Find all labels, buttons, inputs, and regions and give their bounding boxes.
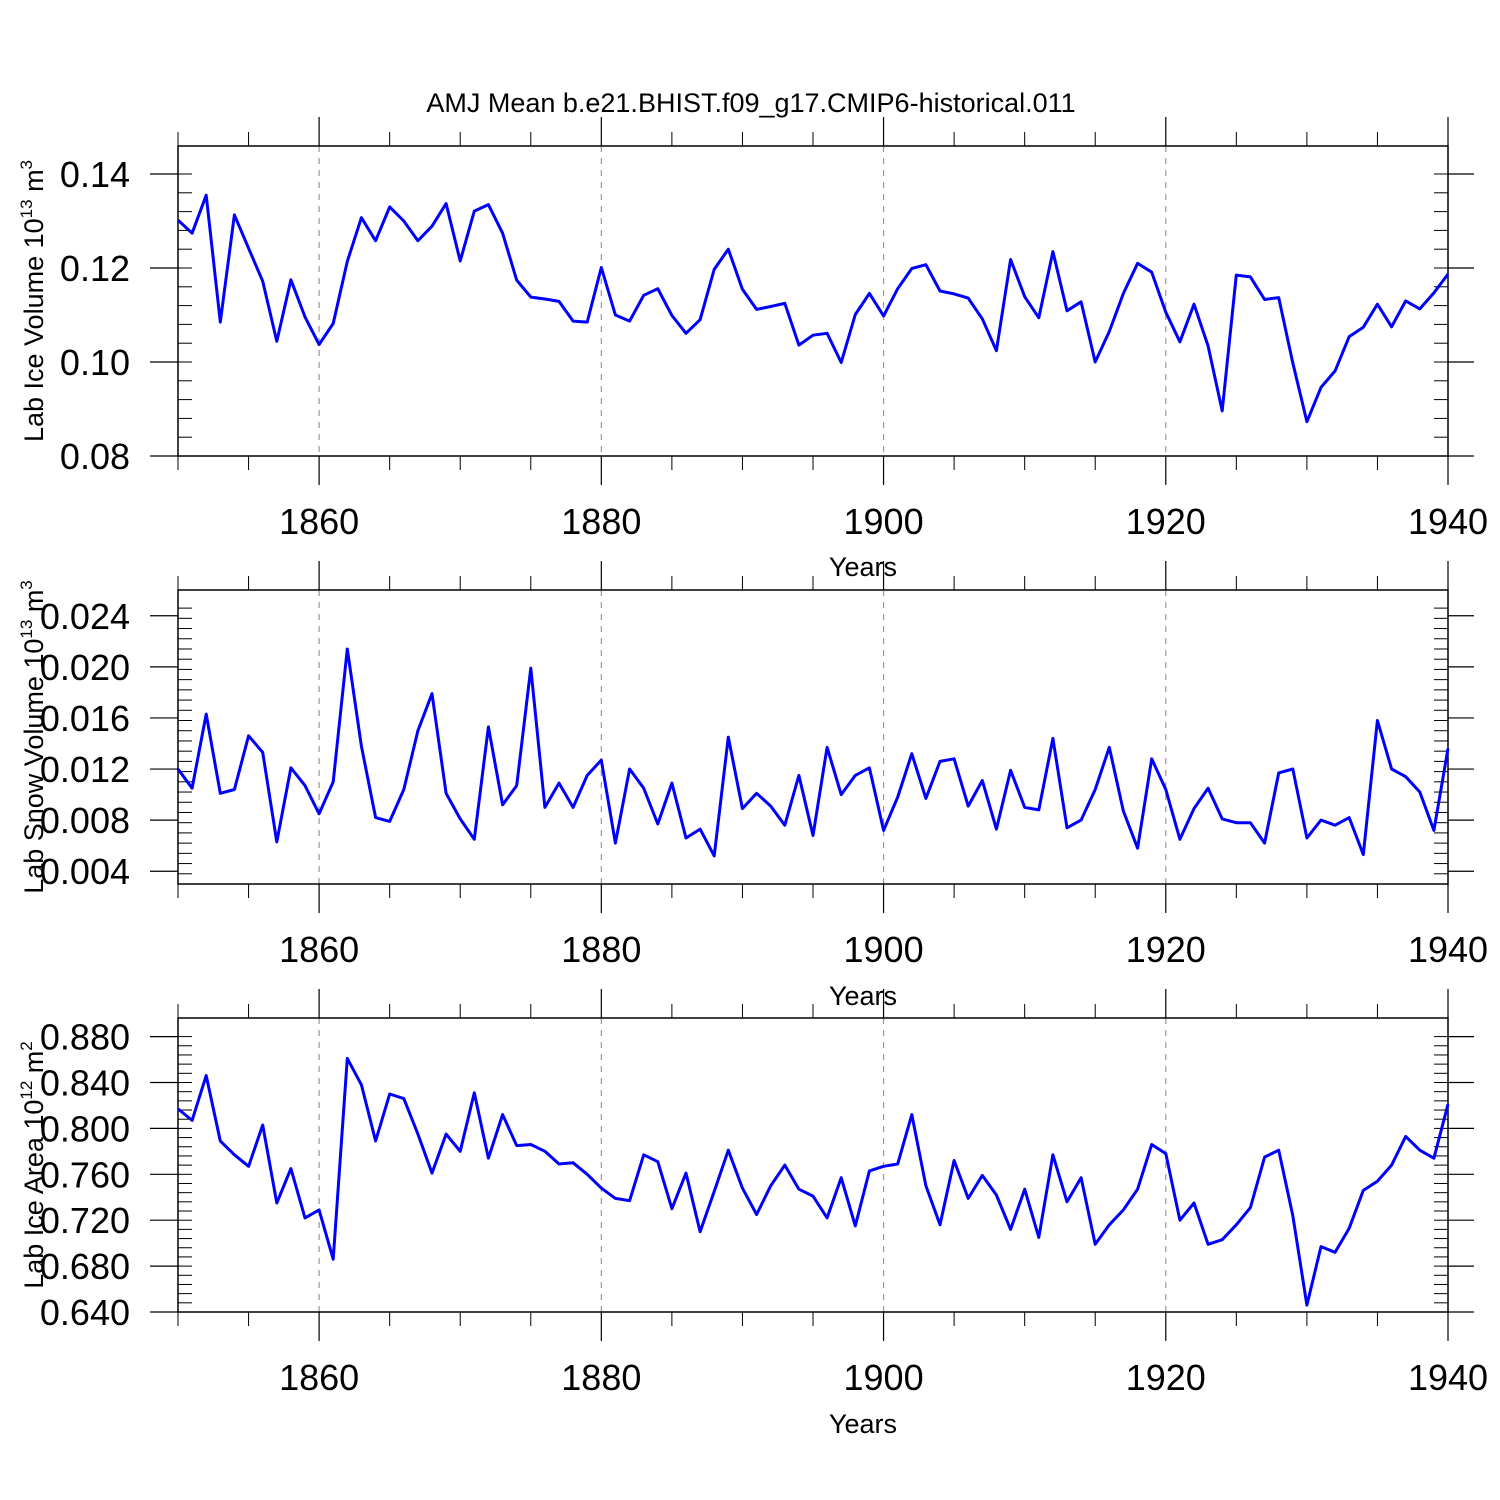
y-tick-label: 0.800 [40, 1108, 130, 1149]
y-tick-label: 0.840 [40, 1062, 130, 1103]
x-tick-label: 1880 [561, 1357, 641, 1398]
chart-panel-2: 0.004 0.008 0.012 0.016 0.020 0.024 1860 1880 19… [17, 561, 1488, 1011]
x-tick-label: 1900 [844, 501, 924, 542]
x-tick-label: 1940 [1408, 929, 1488, 970]
x-axis-label: Years [829, 981, 897, 1011]
y-tick-label: 0.640 [40, 1292, 130, 1333]
panels: 0.08 0.10 0.12 0.14 1860 1880 1900 1920 1940 Year… [17, 117, 1488, 1439]
x-tick-label: 1860 [279, 1357, 359, 1398]
y-tick-label: 0.08 [60, 436, 130, 477]
series-line [176, 647, 1450, 858]
x-tick-label: 1860 [279, 929, 359, 970]
y-tick-label: 0.024 [40, 596, 130, 637]
chart-panel-1: 0.08 0.10 0.12 0.14 1860 1880 1900 1920 1940 Year… [17, 117, 1488, 582]
x-tick-label: 1880 [561, 929, 641, 970]
y-tick-label: 0.720 [40, 1200, 130, 1241]
y-tick-label: 0.008 [40, 800, 130, 841]
x-tick-label: 1940 [1408, 501, 1488, 542]
plot-frame [177, 145, 1449, 457]
x-axis-label: Years [829, 552, 897, 582]
figure-title: AMJ Mean b.e21.BHIST.f09_g17.CMIP6-histo… [426, 88, 1075, 118]
y-axis-label: Lab Ice Volume 1013 m3 [17, 160, 49, 442]
x-tick-label: 1920 [1126, 501, 1206, 542]
y-axis-label: Lab Ice Area 1012 m2 [17, 1041, 49, 1289]
x-tick-label: 1900 [844, 929, 924, 970]
x-tick-label: 1900 [844, 1357, 924, 1398]
plot-frame [177, 1017, 1449, 1313]
x-tick-label: 1880 [561, 501, 641, 542]
x-tick-label: 1920 [1126, 1357, 1206, 1398]
y-tick-label: 0.12 [60, 248, 130, 289]
y-tick-label: 0.016 [40, 698, 130, 739]
y-tick-label: 0.680 [40, 1246, 130, 1287]
y-tick-label: 0.880 [40, 1017, 130, 1058]
y-tick-label: 0.012 [40, 749, 130, 790]
x-axis-label: Years [829, 1409, 897, 1439]
x-tick-label: 1860 [279, 501, 359, 542]
y-tick-label: 0.004 [40, 851, 130, 892]
y-tick-label: 0.14 [60, 154, 130, 195]
x-tick-label: 1920 [1126, 929, 1206, 970]
x-tick-label: 1940 [1408, 1357, 1488, 1398]
y-tick-label: 0.020 [40, 647, 130, 688]
plot-frame [177, 589, 1449, 885]
y-axis-label: Lab Snow Volume 1013 m3 [17, 580, 49, 894]
y-tick-label: 0.10 [60, 342, 130, 383]
series-line [176, 193, 1450, 424]
y-tick-label: 0.760 [40, 1154, 130, 1195]
series-line [177, 1056, 1450, 1307]
